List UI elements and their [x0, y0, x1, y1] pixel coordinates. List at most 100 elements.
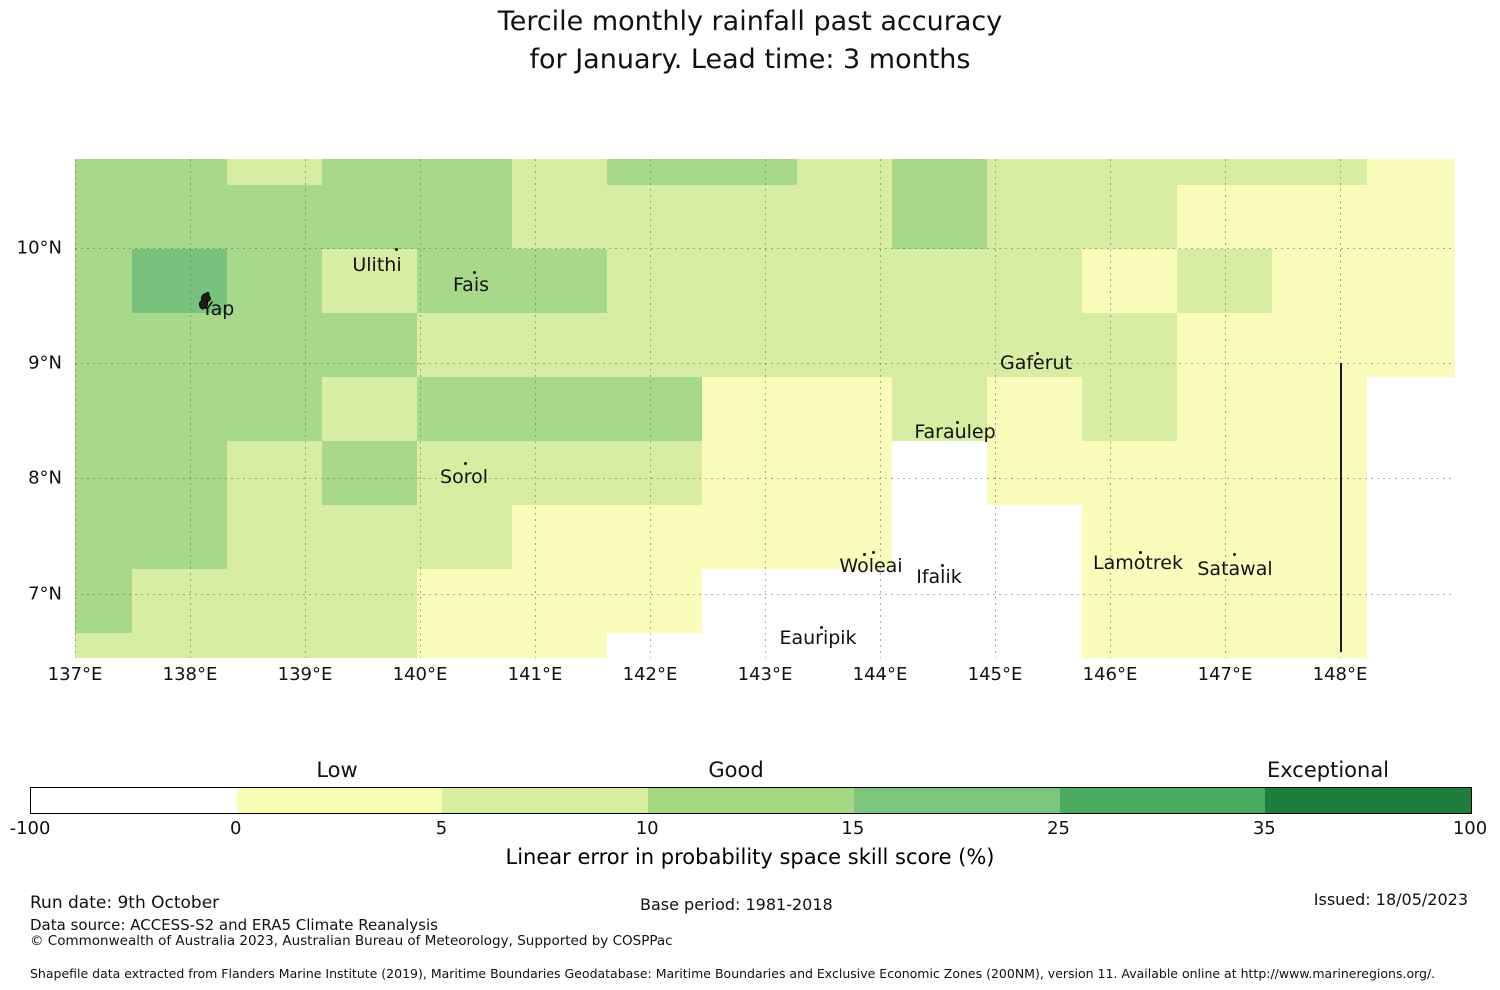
colorbar-tick-label: -100: [9, 818, 51, 839]
heatmap-cell: [132, 313, 227, 377]
heatmap-cell: [132, 505, 227, 569]
heatmap-cell: [987, 249, 1082, 313]
island-marker-dot: [956, 421, 959, 424]
colorbar-segment: [1059, 788, 1266, 813]
y-axis-tick-label: 10°N: [16, 237, 62, 259]
latitude-gridline: [75, 248, 1455, 249]
heatmap-cell: [75, 313, 132, 377]
heatmap-cell: [987, 313, 1082, 377]
heatmap-cell: [797, 159, 892, 185]
yap-island-shape: [198, 291, 211, 310]
x-axis-tick-label: 141°E: [507, 664, 563, 685]
heatmap-cell: [607, 505, 702, 569]
island-label-gaferut: Gaferut: [999, 352, 1073, 374]
heatmap-cell: [702, 505, 797, 569]
island-marker-dot: [464, 462, 467, 465]
longitude-gridline: [190, 159, 191, 658]
x-axis-tick-label: 148°E: [1312, 664, 1368, 685]
eez-boundary-line: [1340, 363, 1342, 652]
longitude-gridline: [535, 159, 536, 658]
heatmap-cell: [702, 185, 797, 249]
heatmap-cell: [607, 377, 702, 441]
heatmap-cell: [417, 249, 512, 313]
heatmap-cell: [1082, 505, 1177, 569]
heatmap-cell: [227, 441, 322, 505]
heatmap-cell: [512, 249, 607, 313]
heatmap-cell: [132, 633, 227, 658]
island-marker-dot: [1139, 551, 1142, 554]
colorbar-tick-label: 15: [841, 818, 865, 839]
heatmap-cell: [1082, 313, 1177, 377]
heatmap-cell: [322, 313, 417, 377]
heatmap-cell: [1272, 441, 1367, 505]
x-axis-tick-label: 142°E: [622, 664, 678, 685]
colorbar-tick-label: 35: [1252, 818, 1276, 839]
colorbar-category-exceptional: Exceptional: [1266, 758, 1390, 782]
heatmap-cell: [417, 313, 512, 377]
x-axis-tick-label: 138°E: [162, 664, 218, 685]
y-axis-tick-label: 8°N: [28, 467, 62, 489]
colorbar-category-good: Good: [708, 758, 764, 782]
heatmap-cell: [512, 505, 607, 569]
issued-date-text: Issued: 18/05/2023: [1313, 890, 1468, 909]
heatmap-cell: [702, 313, 797, 377]
heatmap-cell: [512, 569, 607, 633]
island-label-woleai: Woleai: [839, 555, 903, 577]
island-marker-dot: [473, 271, 476, 274]
heatmap-cell: [322, 185, 417, 249]
colorbar-tick-label: 25: [1047, 818, 1071, 839]
heatmap-cell: [132, 441, 227, 505]
heatmap-cell: [1272, 159, 1367, 185]
heatmap-cell: [132, 377, 227, 441]
island-label-faraulep: Faraulep: [914, 421, 996, 443]
island-marker-dot: [941, 564, 944, 567]
heatmap-cell: [892, 313, 987, 377]
heatmap-cell: [417, 159, 512, 185]
longitude-gridline: [420, 159, 421, 658]
heatmap-cell: [512, 441, 607, 505]
island-label-eauripik: Eauripik: [779, 627, 857, 649]
colorbar-tick-label: 5: [435, 818, 448, 839]
heatmap-cell: [1272, 249, 1367, 313]
heatmap-cell: [512, 377, 607, 441]
heatmap-cell: [132, 249, 227, 313]
heatmap-cell: [797, 249, 892, 313]
heatmap-cell: [1082, 377, 1177, 441]
colorbar-tick-label: 100: [1452, 818, 1488, 839]
heatmap-cell: [987, 441, 1082, 505]
heatmap-cell: [1082, 633, 1177, 658]
heatmap-cell: [322, 633, 417, 658]
latitude-gridline: [75, 594, 1455, 595]
copyright-text: © Commonwealth of Australia 2023, Austra…: [30, 933, 673, 949]
island-label-yap: Yap: [201, 298, 235, 320]
x-axis-tick-label: 144°E: [852, 664, 908, 685]
x-axis-tick-label: 146°E: [1082, 664, 1138, 685]
heatmap-cell: [702, 441, 797, 505]
heatmap-cell: [227, 185, 322, 249]
colorbar-segment: [853, 788, 1060, 813]
heatmap-cell: [1272, 377, 1367, 441]
heatmap-cell: [1177, 633, 1272, 658]
heatmap-cell: [417, 633, 512, 658]
heatmap-cell: [607, 569, 702, 633]
heatmap-cell: [797, 441, 892, 505]
heatmap-cell: [892, 377, 987, 441]
x-axis-tick-label: 145°E: [967, 664, 1023, 685]
heatmap-cell: [987, 377, 1082, 441]
heatmap-cell: [607, 185, 702, 249]
heatmap-cell: [1082, 249, 1177, 313]
heatmap-cell: [1082, 441, 1177, 505]
heatmap-cell: [322, 377, 417, 441]
heatmap-cell: [1177, 569, 1272, 633]
heatmap-cell: [227, 569, 322, 633]
heatmap-cell: [75, 159, 132, 185]
heatmap-cell: [1082, 185, 1177, 249]
heatmap-cell: [1082, 569, 1177, 633]
island-label-ulithi: Ulithi: [352, 254, 402, 276]
latitude-gridline: [75, 478, 1455, 479]
colorbar-segment: [648, 788, 854, 813]
colorbar-segment: [236, 788, 443, 813]
island-marker-dot: [820, 626, 823, 629]
heatmap-cell: [987, 185, 1082, 249]
heatmap-cell: [322, 159, 417, 185]
